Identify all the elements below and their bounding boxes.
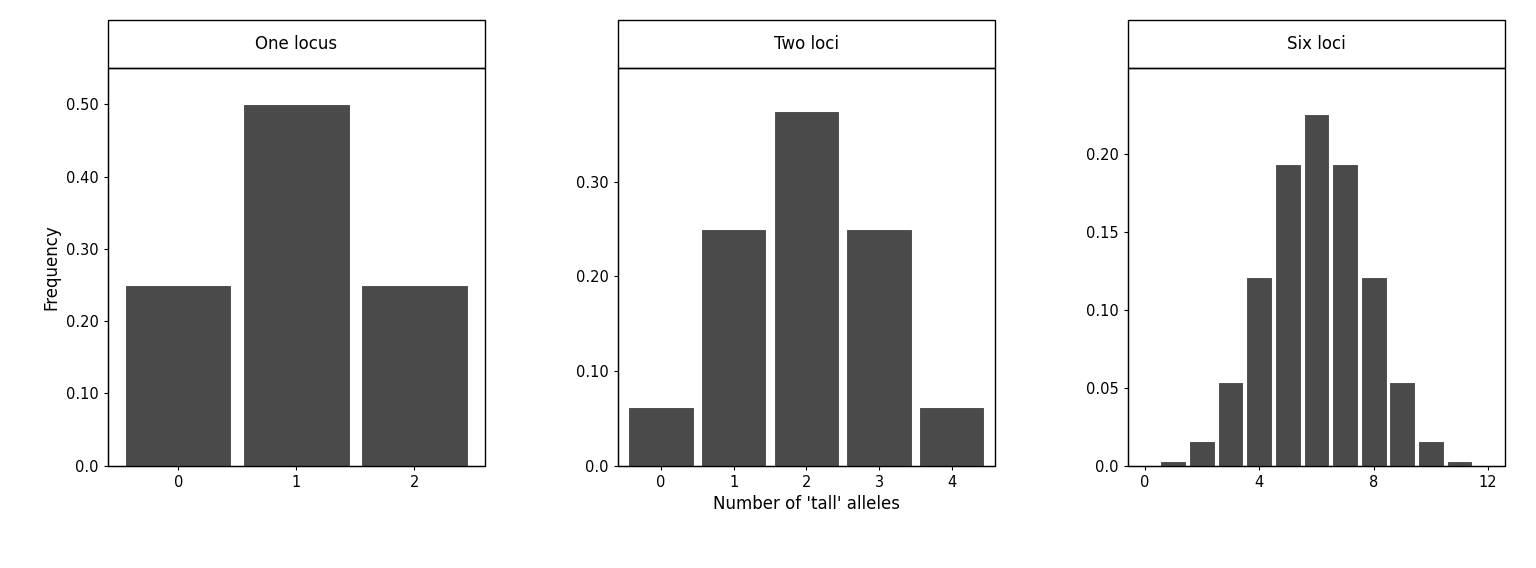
Bar	[1246, 277, 1272, 466]
Bar	[1361, 277, 1387, 466]
Bar	[126, 285, 232, 466]
Bar	[1160, 461, 1186, 466]
FancyBboxPatch shape	[1127, 20, 1505, 68]
Bar	[243, 105, 350, 466]
Bar	[1418, 441, 1444, 466]
Bar	[1332, 164, 1358, 466]
FancyBboxPatch shape	[617, 20, 995, 68]
Bar	[1447, 461, 1473, 466]
Y-axis label: Frequency: Frequency	[41, 224, 60, 310]
Bar	[1304, 114, 1329, 466]
Bar	[774, 111, 839, 466]
Bar	[1218, 382, 1244, 466]
Bar	[1189, 441, 1215, 466]
Bar	[628, 407, 694, 466]
FancyBboxPatch shape	[108, 20, 485, 68]
Bar	[700, 229, 766, 466]
Bar	[846, 229, 912, 466]
Bar	[1275, 164, 1301, 466]
Text: One locus: One locus	[255, 35, 338, 53]
Bar	[1390, 382, 1415, 466]
Text: Two loci: Two loci	[774, 35, 839, 53]
Text: Six loci: Six loci	[1287, 35, 1346, 53]
X-axis label: Number of 'tall' alleles: Number of 'tall' alleles	[713, 495, 900, 513]
Bar	[919, 407, 985, 466]
Bar	[361, 285, 467, 466]
